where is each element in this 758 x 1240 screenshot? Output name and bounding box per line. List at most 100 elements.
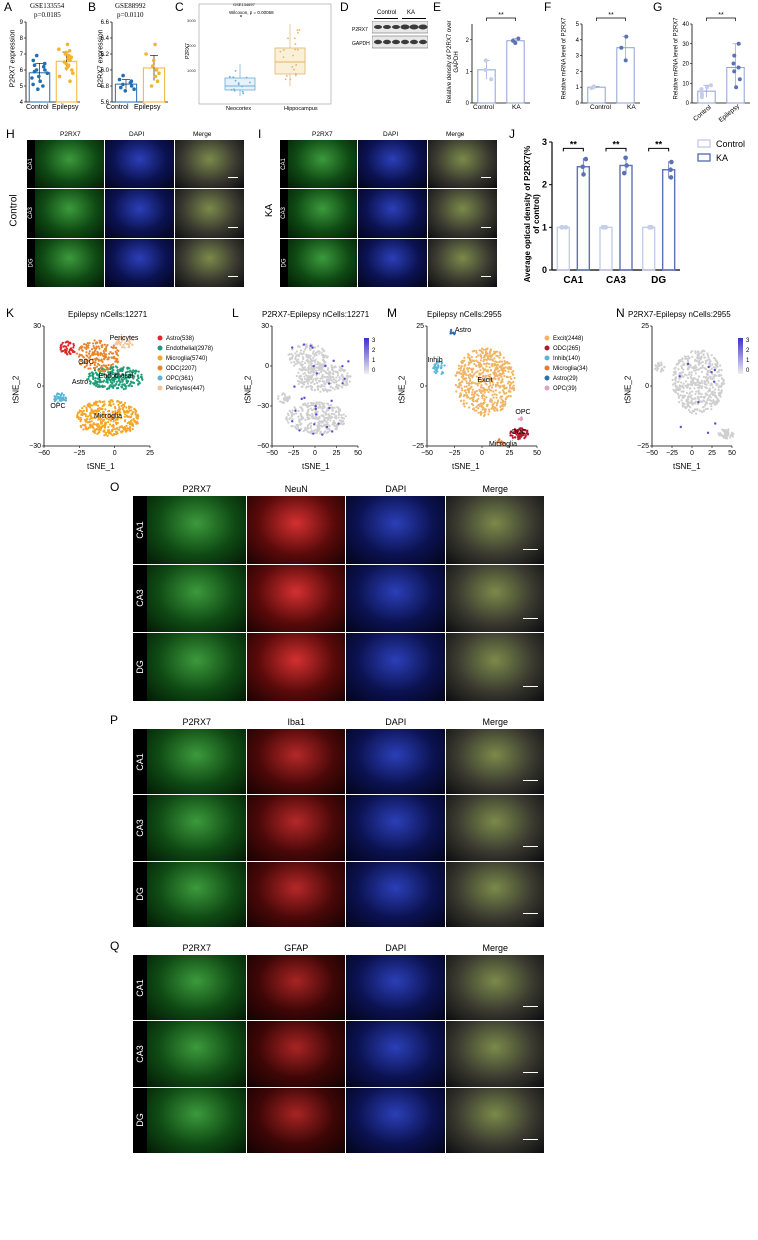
- colorbar-label: 3: [746, 338, 750, 344]
- cluster-pericytes: [129, 342, 132, 345]
- panel-h-col-dapi: DAPI: [129, 131, 145, 138]
- data-point: [736, 41, 741, 46]
- cluster-excit: [478, 349, 481, 352]
- data-point: [150, 64, 155, 68]
- cluster-excit: [456, 385, 460, 388]
- cluster-microglia: [501, 440, 504, 444]
- legend-label: Microglia(5740): [166, 356, 207, 362]
- panel-k-title: Epilepsy nCells:12271: [68, 310, 148, 319]
- cell-point: [717, 370, 720, 373]
- cluster-excit: [502, 356, 505, 359]
- cluster-excit: [471, 350, 474, 353]
- cluster-microglia: [117, 416, 120, 419]
- cell-point: [347, 375, 350, 378]
- cell-point: [303, 378, 307, 381]
- cluster-opc: [57, 396, 60, 400]
- cell-point: [729, 436, 732, 439]
- cluster-excit: [481, 367, 485, 370]
- cell-point: [722, 436, 725, 439]
- cell-point: [703, 382, 706, 386]
- micrograph-ca3-p2rx7: [147, 1021, 246, 1087]
- cluster-microglia: [113, 412, 116, 415]
- cell-point: [326, 428, 329, 431]
- y-tick-label: 7: [20, 52, 24, 58]
- panel-c-xcat-hippocampus: Hippocampus: [284, 106, 318, 112]
- cluster-excit: [475, 351, 478, 354]
- cell-point: [314, 377, 317, 380]
- cluster-excit: [489, 373, 492, 376]
- x-tick-label: 50: [728, 450, 736, 457]
- cell-point: [336, 384, 339, 387]
- legend-label: Excit(2448): [553, 336, 583, 342]
- significance-bracket: [486, 17, 516, 21]
- cell-point: [297, 382, 300, 386]
- cluster-excit: [472, 407, 475, 410]
- cluster-microglia: [90, 408, 93, 411]
- cell-point: [690, 397, 693, 400]
- cell-point: [291, 354, 295, 357]
- data-point: [241, 85, 243, 88]
- expressing-cell: [294, 409, 297, 412]
- cluster-microglia: [129, 426, 132, 429]
- cell-point: [288, 358, 292, 361]
- cell-point: [705, 386, 708, 390]
- cell-point: [321, 363, 324, 366]
- y-tick-label: 5.6: [101, 100, 110, 106]
- micrograph-dg-neun: [246, 633, 345, 701]
- cell-point: [706, 407, 709, 411]
- cluster-microglia: [104, 421, 108, 424]
- cluster-microglia: [132, 417, 135, 421]
- data-point: [516, 36, 521, 41]
- cluster-odc: [85, 354, 88, 357]
- expressing-cell: [327, 382, 331, 385]
- cell-point: [698, 409, 701, 412]
- cell-point: [306, 405, 309, 408]
- panel-b-xcat-epilepsy: Epilepsy: [134, 104, 161, 111]
- cell-point: [325, 423, 328, 426]
- cell-point: [697, 355, 700, 358]
- cell-point: [700, 410, 704, 414]
- cell-point: [681, 384, 684, 387]
- panel-d-label-ka: KA: [407, 10, 416, 16]
- cell-point: [329, 416, 332, 420]
- cell-point: [316, 385, 319, 388]
- panel-k-tsne: −60 −25 0 25−30030PericytesODCEndothelialAs…: [29, 323, 213, 457]
- y-tick-label: 9: [20, 20, 24, 26]
- micrograph-ca3-p2rx7: [288, 189, 357, 238]
- cell-point: [705, 360, 708, 363]
- cluster-excit: [465, 402, 468, 405]
- cluster-excit: [455, 372, 459, 375]
- cluster-microglia: [84, 427, 87, 430]
- cluster-endothelial: [109, 370, 113, 373]
- micrograph-ca1-merge: [175, 140, 244, 189]
- cluster-odc: [107, 367, 111, 370]
- cluster-microglia: [120, 430, 123, 433]
- cluster-excit: [508, 362, 511, 365]
- cell-point: [335, 376, 338, 379]
- cluster-excit: [468, 366, 471, 370]
- cluster-opc: [55, 393, 59, 396]
- cluster-odc: [91, 358, 94, 361]
- micrograph-ca3-dapi: [358, 189, 427, 238]
- cell-point: [718, 368, 721, 372]
- col-header-dapi: DAPI: [385, 717, 407, 727]
- cluster-excit: [476, 384, 479, 387]
- cluster-microglia: [109, 399, 112, 402]
- cell-point: [318, 352, 321, 355]
- cluster-excit: [491, 359, 495, 362]
- cell-point: [334, 385, 338, 389]
- expressing-cell: [291, 346, 294, 349]
- cluster-odc: [75, 352, 79, 355]
- cluster-excit: [489, 358, 492, 361]
- panel-b-xcat-control: Control: [106, 104, 129, 111]
- cell-point: [336, 374, 340, 377]
- cluster-odc: [95, 345, 98, 348]
- cluster-odc: [114, 360, 117, 363]
- bar-ka: [506, 40, 525, 104]
- panel-letter-a: A: [4, 0, 13, 14]
- cell-point: [680, 390, 683, 393]
- cell-point: [342, 368, 345, 372]
- cluster-excit: [477, 397, 480, 401]
- cluster-endothelial: [132, 381, 136, 385]
